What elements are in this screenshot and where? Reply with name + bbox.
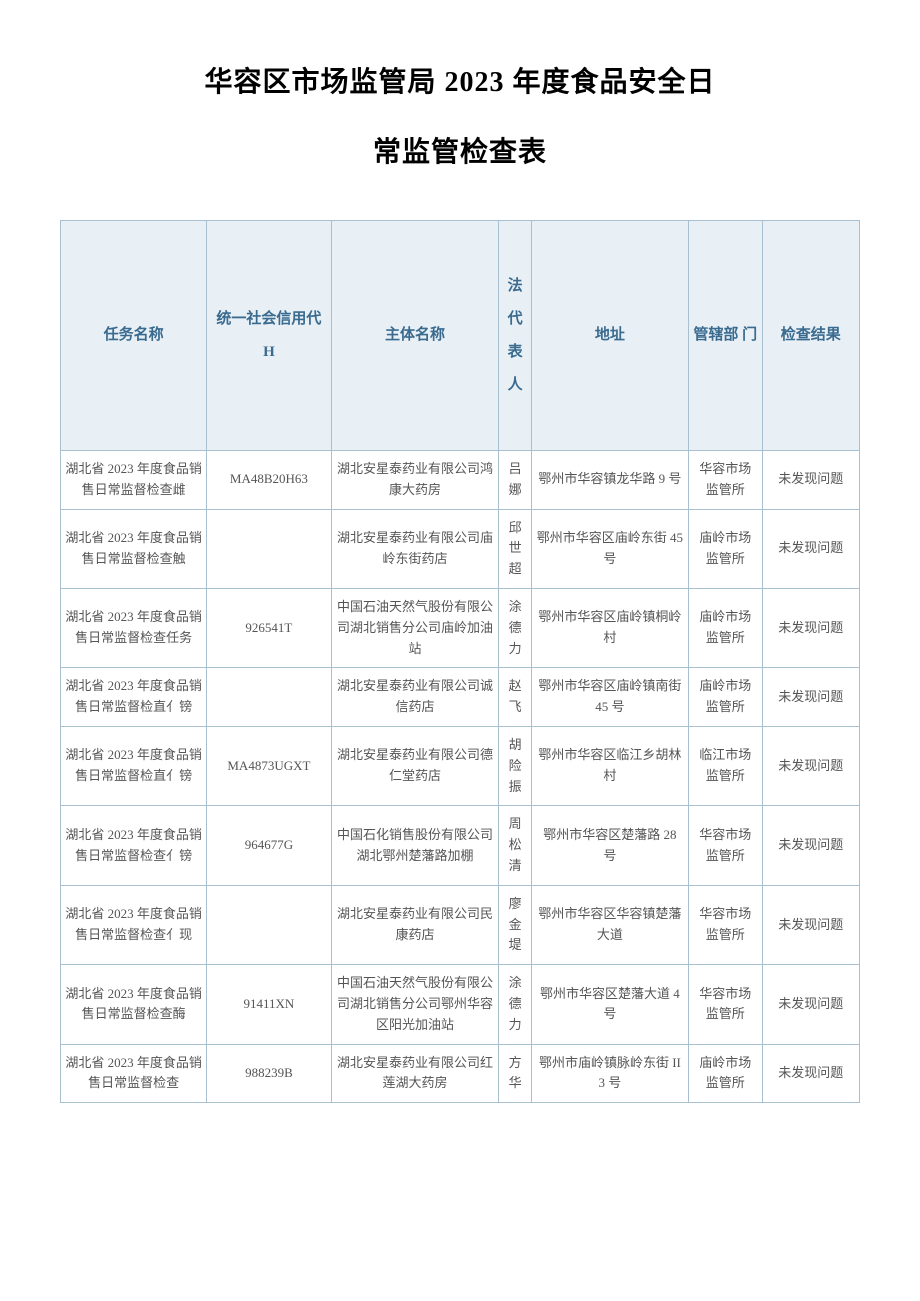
cell-dept: 华容市场监管所 xyxy=(688,806,762,885)
col-header-representative: 法 代 表 人 xyxy=(499,221,531,451)
cell-entity: 湖北安星泰药业有限公司庙岭东街药店 xyxy=(331,509,499,588)
document-title: 华容区市场监管局 2023 年度食品安全日 常监管检查表 xyxy=(60,60,860,170)
cell-rep: 吕娜 xyxy=(499,451,531,510)
table-row: 湖北省 2023 年度食品销售日常监督检查亻现 湖北安星泰药业有限公司民康药店 … xyxy=(61,885,860,964)
cell-code: 91411XN xyxy=(207,965,332,1044)
cell-result: 未发现问题 xyxy=(762,668,859,727)
cell-dept: 庙岭市场监管所 xyxy=(688,1044,762,1103)
col-header-department: 管辖部 门 xyxy=(688,221,762,451)
cell-task: 湖北省 2023 年度食品销售日常监督检查触 xyxy=(61,509,207,588)
cell-code xyxy=(207,668,332,727)
cell-addr: 鄂州市华容区华容镇楚藩大道 xyxy=(531,885,688,964)
col-header-code: 统一社会信用代 H xyxy=(207,221,332,451)
cell-entity: 湖北安星泰药业有限公司民康药店 xyxy=(331,885,499,964)
table-row: 湖北省 2023 年度食品销售日常监督检查触 湖北安星泰药业有限公司庙岭东街药店… xyxy=(61,509,860,588)
cell-entity: 中国石油天然气股份有限公司湖北销售分公司庙岭加油站 xyxy=(331,588,499,667)
cell-rep: 涂 德力 xyxy=(499,588,531,667)
cell-code: 964677G xyxy=(207,806,332,885)
cell-addr: 鄂州市华容区楚藩大道 4 号 xyxy=(531,965,688,1044)
table-body: 湖北省 2023 年度食品销售日常监督检查雌 MA48B20H63 湖北安星泰药… xyxy=(61,451,860,1103)
cell-dept: 庙岭市场监管所 xyxy=(688,509,762,588)
cell-addr: 鄂州市华容区临江乡胡林村 xyxy=(531,726,688,805)
cell-addr: 鄂州市华容区庙岭东街 45 号 xyxy=(531,509,688,588)
cell-task: 湖北省 2023 年度食品销售日常监督检查酶 xyxy=(61,965,207,1044)
cell-result: 未发现问题 xyxy=(762,588,859,667)
cell-rep: 胡险振 xyxy=(499,726,531,805)
cell-rep: 方华 xyxy=(499,1044,531,1103)
cell-dept: 华容市场监管所 xyxy=(688,965,762,1044)
cell-task: 湖北省 2023 年度食品销售日常监督检查亻镑 xyxy=(61,806,207,885)
cell-task: 湖北省 2023 年度食品销售日常监督检查亻现 xyxy=(61,885,207,964)
col-header-result: 检查结果 xyxy=(762,221,859,451)
table-row: 湖北省 2023 年度食品销售日常监督检查任务 926541T 中国石油天然气股… xyxy=(61,588,860,667)
cell-code: MA4873UGXT xyxy=(207,726,332,805)
cell-task: 湖北省 2023 年度食品销售日常监督检查 xyxy=(61,1044,207,1103)
cell-task: 湖北省 2023 年度食品销售日常监督检查雌 xyxy=(61,451,207,510)
cell-addr: 鄂州市华容镇龙华路 9 号 xyxy=(531,451,688,510)
cell-dept: 华容市场监管所 xyxy=(688,885,762,964)
cell-result: 未发现问题 xyxy=(762,885,859,964)
cell-result: 未发现问题 xyxy=(762,965,859,1044)
cell-code: 988239B xyxy=(207,1044,332,1103)
cell-rep: 赵飞 xyxy=(499,668,531,727)
cell-addr: 鄂州市华容区庙岭镇南街 45 号 xyxy=(531,668,688,727)
cell-code: MA48B20H63 xyxy=(207,451,332,510)
cell-entity: 湖北安星泰药业有限公司德仁堂药店 xyxy=(331,726,499,805)
cell-entity: 中国石化销售股份有限公司湖北鄂州楚藩路加棚 xyxy=(331,806,499,885)
table-row: 湖北省 2023 年度食品销售日常监督检查 988239B 湖北安星泰药业有限公… xyxy=(61,1044,860,1103)
col-header-entity: 主体名称 xyxy=(331,221,499,451)
cell-addr: 鄂州市庙岭镇脉岭东街 II3 号 xyxy=(531,1044,688,1103)
cell-entity: 湖北安星泰药业有限公司鸿康大药房 xyxy=(331,451,499,510)
cell-result: 未发现问题 xyxy=(762,726,859,805)
cell-entity: 中国石油天然气股份有限公司湖北销售分公司鄂州华容区阳光加油站 xyxy=(331,965,499,1044)
table-row: 湖北省 2023 年度食品销售日常监督检直亻镑 MA4873UGXT 湖北安星泰… xyxy=(61,726,860,805)
cell-rep: 邱世超 xyxy=(499,509,531,588)
title-line-1: 华容区市场监管局 2023 年度食品安全日 xyxy=(60,60,860,100)
cell-entity: 湖北安星泰药业有限公司红莲湖大药房 xyxy=(331,1044,499,1103)
cell-dept: 华容市场监管所 xyxy=(688,451,762,510)
cell-dept: 临江市场监管所 xyxy=(688,726,762,805)
cell-code: 926541T xyxy=(207,588,332,667)
cell-rep: 周 松清 xyxy=(499,806,531,885)
col-header-task: 任务名称 xyxy=(61,221,207,451)
cell-task: 湖北省 2023 年度食品销售日常监督检直亻镑 xyxy=(61,668,207,727)
cell-result: 未发现问题 xyxy=(762,1044,859,1103)
table-row: 湖北省 2023 年度食品销售日常监督检查酶 91411XN 中国石油天然气股份… xyxy=(61,965,860,1044)
cell-addr: 鄂州市华容区庙岭镇桐岭村 xyxy=(531,588,688,667)
col-header-address: 地址 xyxy=(531,221,688,451)
cell-dept: 庙岭市场监管所 xyxy=(688,588,762,667)
cell-code xyxy=(207,509,332,588)
inspection-table: 任务名称 统一社会信用代 H 主体名称 法 代 表 人 地址 管辖部 门 检查结… xyxy=(60,220,860,1103)
table-row: 湖北省 2023 年度食品销售日常监督检查雌 MA48B20H63 湖北安星泰药… xyxy=(61,451,860,510)
cell-rep: 涂德力 xyxy=(499,965,531,1044)
cell-task: 湖北省 2023 年度食品销售日常监督检查任务 xyxy=(61,588,207,667)
title-line-2: 常监管检查表 xyxy=(60,130,860,170)
cell-entity: 湖北安星泰药业有限公司诚信药店 xyxy=(331,668,499,727)
cell-dept: 庙岭市场监管所 xyxy=(688,668,762,727)
cell-result: 未发现问题 xyxy=(762,509,859,588)
table-row: 湖北省 2023 年度食品销售日常监督检直亻镑 湖北安星泰药业有限公司诚信药店 … xyxy=(61,668,860,727)
table-header-row: 任务名称 统一社会信用代 H 主体名称 法 代 表 人 地址 管辖部 门 检查结… xyxy=(61,221,860,451)
cell-code xyxy=(207,885,332,964)
cell-result: 未发现问题 xyxy=(762,451,859,510)
cell-rep: 廖金堤 xyxy=(499,885,531,964)
cell-task: 湖北省 2023 年度食品销售日常监督检直亻镑 xyxy=(61,726,207,805)
cell-result: 未发现问题 xyxy=(762,806,859,885)
table-row: 湖北省 2023 年度食品销售日常监督检查亻镑 964677G 中国石化销售股份… xyxy=(61,806,860,885)
cell-addr: 鄂州市华容区楚藩路 28 号 xyxy=(531,806,688,885)
